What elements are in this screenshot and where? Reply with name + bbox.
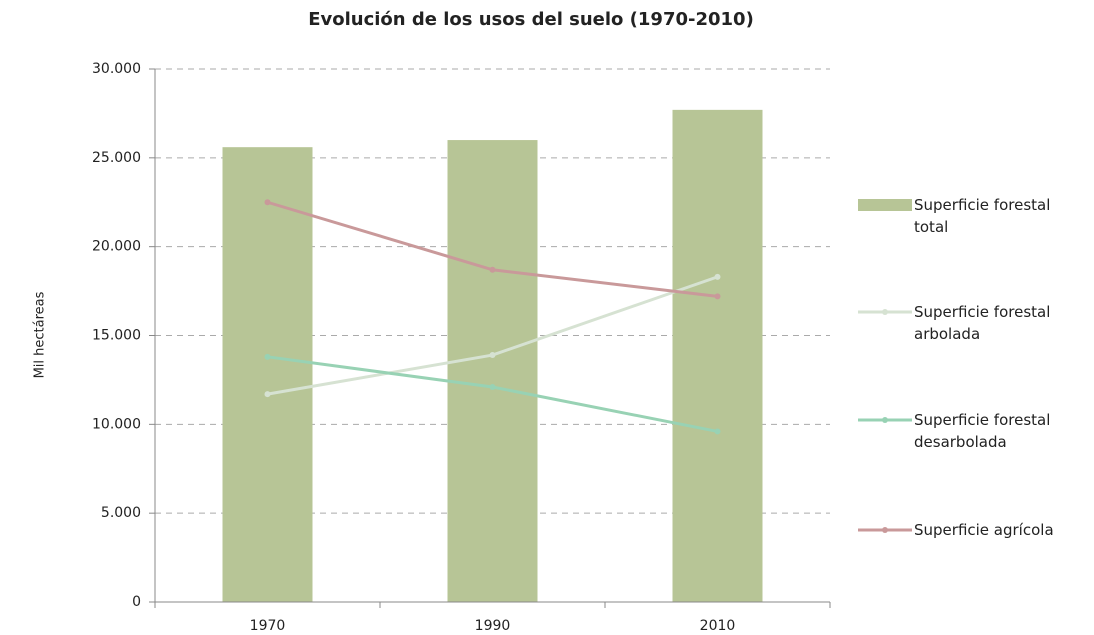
legend-swatch — [882, 527, 888, 533]
y-tick-label: 0 — [132, 594, 141, 610]
legend-label: Superficie forestal arbolada — [914, 303, 1051, 343]
y-tick-label: 25.000 — [92, 150, 141, 166]
legend-label: Superficie agrícola — [914, 521, 1054, 539]
legend-label: Superficie forestal total — [914, 196, 1051, 236]
bar — [447, 140, 538, 603]
legend-swatch — [858, 199, 912, 211]
y-axis-label: Mil hectáreas — [33, 291, 48, 378]
point — [489, 352, 496, 359]
x-tick-label: 1970 — [250, 618, 286, 634]
point — [264, 199, 271, 206]
y-tick-label: 5.000 — [101, 505, 141, 521]
point — [714, 273, 721, 280]
y-tick-label: 20.000 — [92, 239, 141, 255]
point — [264, 391, 271, 398]
legend-swatch — [882, 309, 888, 315]
x-tick-label: 2010 — [700, 618, 736, 634]
point — [714, 428, 721, 435]
point — [489, 266, 496, 273]
chart-title: Evolución de los usos del suelo (1970-20… — [308, 9, 754, 30]
legend-swatch — [882, 417, 888, 423]
legend-label: Superficie forestal desarbolada — [914, 411, 1051, 451]
y-tick-label: 30.000 — [92, 61, 141, 77]
y-tick-label: 15.000 — [92, 328, 141, 344]
point — [489, 384, 496, 391]
bar — [222, 147, 313, 602]
point — [714, 293, 721, 300]
y-tick-label: 10.000 — [92, 416, 141, 432]
bar — [672, 109, 763, 602]
x-tick-label: 1990 — [475, 618, 511, 634]
point — [264, 353, 271, 360]
